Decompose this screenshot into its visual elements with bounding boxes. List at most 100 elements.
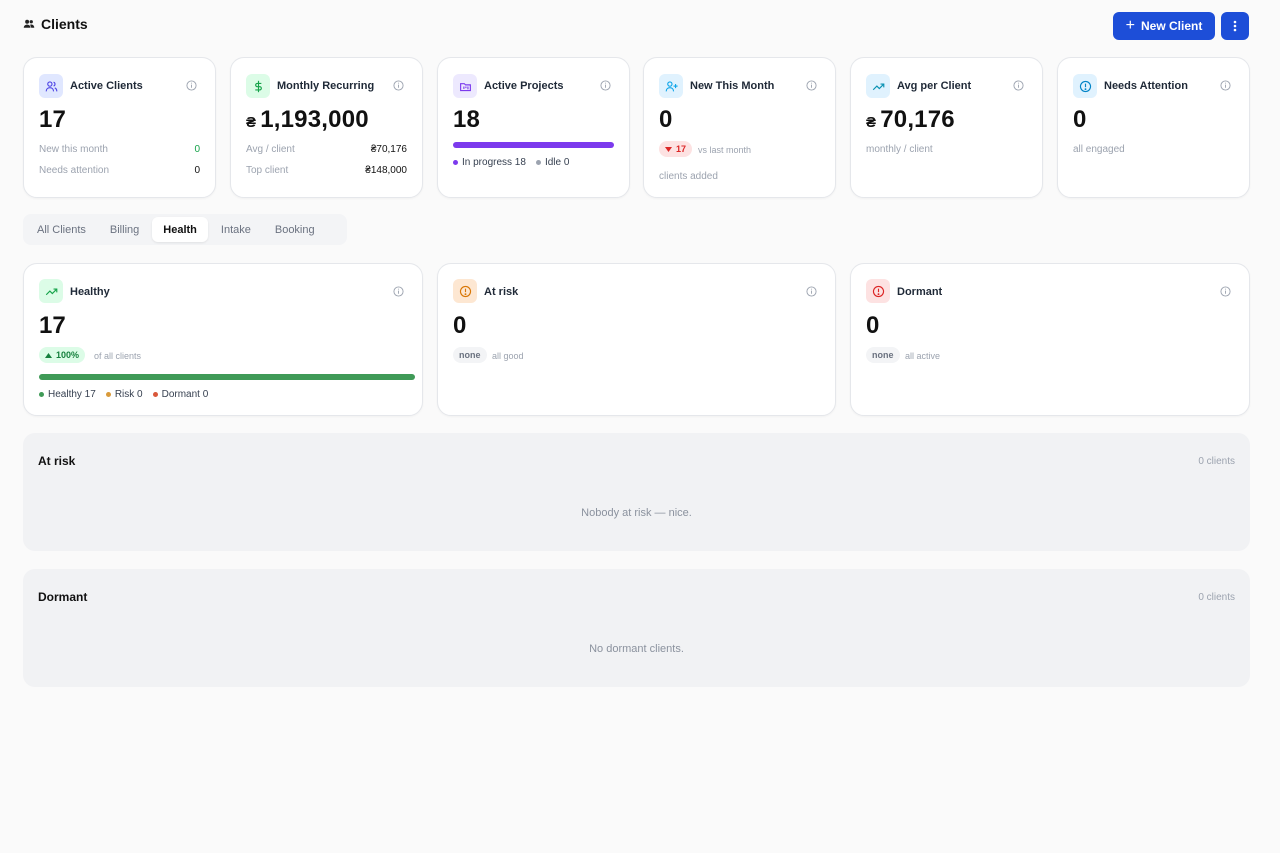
alert-circle-icon [453, 279, 477, 303]
kpi-label: Active Projects [484, 80, 564, 92]
kpi-value-number: 1,193,000 [260, 106, 369, 133]
info-icon[interactable] [806, 80, 817, 91]
dollar-icon [246, 74, 270, 98]
section-count: 0 clients [1198, 592, 1235, 603]
new-client-label: New Client [1141, 19, 1203, 33]
info-icon[interactable] [1220, 286, 1231, 297]
tab-billing[interactable]: Billing [109, 223, 140, 236]
kpi-row-value: ₴70,176 [370, 144, 407, 155]
health-card-at-risk: At risk 0 none all good [437, 263, 836, 416]
pill-note: all active [905, 351, 941, 361]
status-badge: none [453, 347, 487, 363]
currency-symbol: ₴ [246, 114, 257, 131]
plus-icon: + [1125, 16, 1135, 34]
view-tabs: All Clients Billing Health Intake Bookin… [23, 214, 347, 245]
pill-note: all good [492, 351, 524, 361]
new-client-button[interactable]: + New Client [1113, 12, 1215, 40]
health-label: Dormant [897, 286, 943, 298]
legend-item-in-progress: In progress 18 [453, 157, 526, 168]
kpi-row-value: 0 [194, 144, 200, 155]
kpi-sub: clients added [659, 171, 718, 182]
section-count: 0 clients [1198, 456, 1235, 467]
pill-note: of all clients [94, 351, 142, 361]
delta-badge: 17 [659, 141, 693, 157]
health-label: At risk [484, 286, 519, 298]
trending-up-icon [39, 279, 63, 303]
health-value: 0 [453, 312, 467, 339]
kpi-row-value: 0 [194, 165, 200, 176]
kpi-row: Needs attention 0 [39, 165, 200, 176]
kpi-sub: monthly / client [866, 144, 933, 155]
kpi-row-label: Avg / client [246, 144, 295, 155]
health-card-dormant: Dormant 0 none all active [850, 263, 1250, 416]
percent-badge: 100% [39, 347, 86, 363]
more-options-button[interactable] [1221, 12, 1249, 40]
kpi-card-active-clients: Active Clients 17 New this month 0 Needs… [23, 57, 216, 198]
users-icon [39, 74, 63, 98]
kpi-label: Active Clients [70, 80, 143, 92]
legend-item-idle: Idle 0 [535, 157, 569, 168]
kpi-row-label: Needs attention [39, 165, 110, 176]
health-progress-bar [39, 374, 415, 380]
kpi-label: New This Month [690, 80, 775, 92]
kpi-value: ₴ 70,176 [866, 106, 955, 134]
delta-note: vs last month [698, 145, 752, 155]
kpi-row-label: New this month [39, 144, 108, 155]
tab-all-clients[interactable]: All Clients [37, 223, 86, 236]
kpi-card-avg-per-client: Avg per Client ₴ 70,176 monthly / client [850, 57, 1043, 198]
info-icon[interactable] [393, 286, 404, 297]
page-title-group: Clients [23, 16, 88, 32]
legend-item-dormant: Dormant 0 [152, 389, 208, 400]
projects-legend: In progress 18 Idle 0 [453, 157, 569, 168]
kpi-value-number: 70,176 [880, 106, 955, 133]
info-icon[interactable] [1013, 80, 1024, 91]
kpi-row-label: Top client [246, 165, 289, 176]
kpi-row: Top client ₴148,000 [246, 165, 407, 176]
caret-down-icon [665, 146, 672, 152]
alert-circle-icon [1073, 74, 1097, 98]
page-title: Clients [41, 16, 88, 32]
kpi-card-monthly-recurring: Monthly Recurring ₴ 1,193,000 Avg / clien… [230, 57, 423, 198]
status-badge: none [866, 347, 900, 363]
kpi-sub: all engaged [1073, 144, 1125, 155]
section-title: At risk [38, 454, 76, 468]
kpi-value: 17 [39, 106, 67, 133]
kpi-card-new-this-month: New This Month 0 17 vs last month client… [643, 57, 836, 198]
currency-symbol: ₴ [866, 114, 877, 131]
kpi-value: 0 [1073, 106, 1087, 133]
alert-circle-icon [866, 279, 890, 303]
info-icon[interactable] [806, 286, 817, 297]
kpi-row-value: ₴148,000 [365, 165, 407, 176]
kpi-card-needs-attention: Needs Attention 0 all engaged [1057, 57, 1250, 198]
info-icon[interactable] [186, 80, 197, 91]
tab-health[interactable]: Health [152, 217, 208, 242]
info-icon[interactable] [1220, 80, 1231, 91]
trending-up-icon [866, 74, 890, 98]
user-plus-icon [659, 74, 683, 98]
legend-item-risk: Risk 0 [105, 389, 143, 400]
empty-state-message: Nobody at risk — nice. [581, 507, 692, 519]
info-icon[interactable] [393, 80, 404, 91]
health-card-healthy: Healthy 17 100% of all clients Healthy 1… [23, 263, 423, 416]
kpi-label: Avg per Client [897, 80, 972, 92]
info-icon[interactable] [600, 80, 611, 91]
kpi-value: ₴ 1,193,000 [246, 106, 369, 134]
top-bar: Clients + New Client [0, 0, 1280, 50]
users-icon [23, 19, 35, 28]
kpi-label: Monthly Recurring [277, 80, 375, 92]
more-vertical-icon [1233, 20, 1237, 32]
legend-item-healthy: Healthy 17 [39, 389, 96, 400]
health-legend: Healthy 17 Risk 0 Dormant 0 [39, 389, 208, 400]
dormant-section: Dormant 0 clients No dormant clients. [23, 569, 1250, 687]
kpi-row: Avg / client ₴70,176 [246, 144, 407, 155]
folder-kanban-icon [453, 74, 477, 98]
tab-intake[interactable]: Intake [220, 223, 251, 236]
kpi-card-active-projects: Active Projects 18 In progress 18 Idle 0 [437, 57, 630, 198]
health-value: 0 [866, 312, 880, 339]
tab-booking[interactable]: Booking [274, 223, 315, 236]
health-label: Healthy [70, 286, 110, 298]
empty-state-message: No dormant clients. [589, 643, 684, 655]
kpi-value: 18 [453, 106, 481, 133]
caret-up-icon [45, 352, 52, 358]
projects-progress-bar [453, 142, 614, 148]
